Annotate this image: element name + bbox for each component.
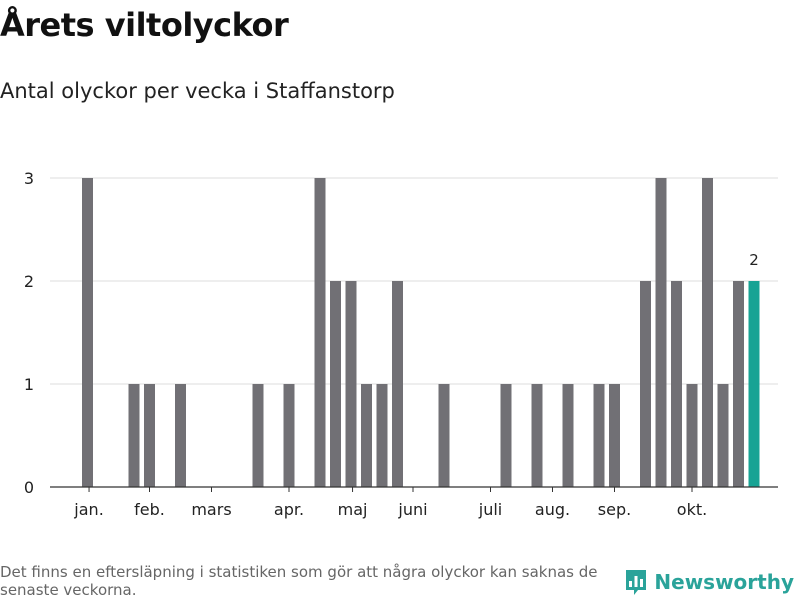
footnote: Det finns en eftersläpning i statistiken… (0, 563, 598, 599)
month-label: apr. (274, 500, 304, 519)
x-tick-labels: jan. feb. mars apr. maj juni juli aug. sep. okt. (73, 500, 707, 519)
data-label-current: 2 (749, 251, 759, 269)
chart-subtitle: Antal olyckor per vecka i Staffanstorp (0, 79, 395, 103)
bar (562, 384, 574, 487)
bar (655, 178, 667, 487)
bars: 2 (82, 178, 760, 487)
bar (609, 384, 620, 487)
bar (593, 384, 605, 487)
month-label: mars (191, 500, 231, 519)
y-tick-labels: 0 1 2 3 (24, 169, 34, 497)
month-label: maj (338, 500, 368, 519)
bar (671, 281, 682, 487)
bar (376, 384, 388, 487)
bar (283, 384, 295, 487)
bar (717, 384, 729, 487)
bar (438, 384, 450, 487)
y-tick-label: 2 (24, 272, 34, 291)
y-tick-label: 0 (24, 478, 34, 497)
month-label: aug. (535, 500, 570, 519)
bar (733, 281, 744, 487)
y-tick-label: 1 (24, 375, 34, 394)
bar (175, 384, 186, 487)
newsworthy-logo: Newsworthy (624, 568, 794, 596)
x-axis (50, 486, 778, 492)
grid-lines (50, 177, 778, 385)
newsworthy-chart-icon (626, 570, 647, 595)
bar (82, 178, 93, 487)
y-tick-label: 3 (24, 169, 34, 188)
bar-current-week (748, 281, 760, 487)
bar (392, 281, 403, 487)
month-label: juli (478, 500, 502, 519)
month-label: jan. (73, 500, 103, 519)
month-label: juni (397, 500, 427, 519)
bar (361, 384, 372, 487)
bar (640, 281, 651, 487)
bar (531, 384, 543, 487)
month-label: feb. (134, 500, 165, 519)
bar (314, 178, 326, 487)
bar (500, 384, 512, 487)
bar (144, 384, 155, 487)
bar (128, 384, 140, 487)
month-label: sep. (598, 500, 631, 519)
brand-name: Newsworthy (654, 570, 794, 594)
chart-title: Årets viltolyckor (0, 6, 289, 44)
bar (345, 281, 357, 487)
bar (686, 384, 698, 487)
bar (702, 178, 713, 487)
bar (330, 281, 341, 487)
month-label: okt. (677, 500, 707, 519)
bar (252, 384, 264, 487)
bar-chart: 0 1 2 3 2 jan. feb. mars apr. maj juni juli aug. se… (24, 169, 778, 519)
